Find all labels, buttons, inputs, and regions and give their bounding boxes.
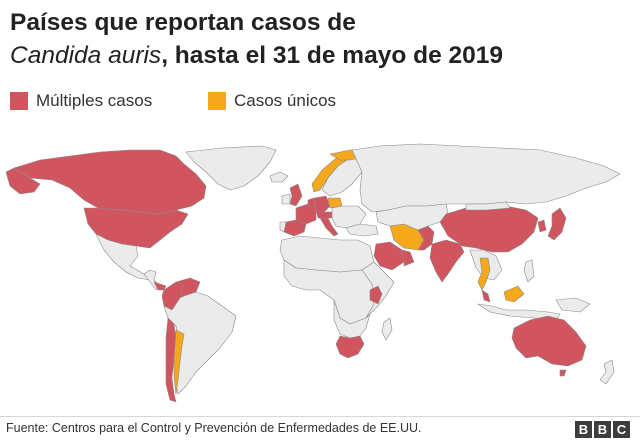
madagascar bbox=[381, 317, 393, 341]
bbc-logo-b1: B bbox=[575, 421, 592, 438]
canada bbox=[13, 149, 207, 215]
world-map bbox=[5, 143, 621, 403]
panama bbox=[153, 281, 167, 291]
legend-swatch-single bbox=[208, 92, 226, 110]
russia-main bbox=[351, 143, 621, 213]
legend-label-multiple: Múltiples casos bbox=[36, 91, 153, 110]
south-africa bbox=[335, 335, 365, 359]
map-title: Países que reportan casos de Candida aur… bbox=[10, 6, 630, 72]
legend-item-single: Casos únicos bbox=[208, 88, 336, 114]
japan bbox=[547, 207, 567, 241]
india bbox=[429, 239, 465, 283]
saudi-arabia bbox=[373, 241, 405, 271]
greenland bbox=[185, 145, 277, 191]
alaska bbox=[5, 167, 41, 195]
mongolia bbox=[465, 201, 511, 211]
bbc-logo-c: C bbox=[613, 421, 630, 438]
germany bbox=[313, 195, 331, 213]
legend-item-multiple: Múltiples casos bbox=[10, 88, 152, 114]
kenya bbox=[369, 285, 383, 305]
legend-swatch-multiple bbox=[10, 92, 28, 110]
uk bbox=[289, 183, 303, 207]
spain bbox=[283, 219, 307, 237]
malaysia bbox=[481, 289, 491, 303]
borneo bbox=[503, 285, 525, 303]
oman-uae bbox=[401, 249, 415, 267]
southern-africa bbox=[333, 299, 371, 339]
footer-divider bbox=[0, 416, 640, 417]
indonesia bbox=[477, 303, 561, 321]
new-guinea bbox=[555, 297, 591, 313]
iceland bbox=[269, 171, 289, 183]
bbc-logo: B B C bbox=[575, 421, 630, 438]
portugal bbox=[279, 221, 287, 233]
australia bbox=[511, 315, 587, 367]
new-zealand bbox=[599, 359, 615, 385]
species-name: Candida auris bbox=[10, 42, 162, 69]
turkey bbox=[345, 223, 379, 237]
pakistan bbox=[417, 225, 435, 251]
korea bbox=[537, 219, 547, 233]
philippines bbox=[523, 259, 535, 283]
usa bbox=[83, 207, 189, 249]
argentina bbox=[173, 329, 185, 395]
tasmania bbox=[559, 369, 567, 377]
title-line-2: Candida auris, hasta el 31 de mayo de 20… bbox=[10, 39, 630, 72]
bbc-logo-b2: B bbox=[594, 421, 611, 438]
thailand bbox=[477, 257, 491, 291]
benelux bbox=[307, 197, 317, 209]
title-date: , hasta el 31 de mayo de 2019 bbox=[161, 42, 504, 69]
italy bbox=[319, 217, 339, 237]
source-note: Fuente: Centros para el Control y Preven… bbox=[6, 421, 422, 435]
title-line-1: Países que reportan casos de bbox=[10, 9, 356, 36]
ireland bbox=[281, 193, 291, 205]
legend-label-single: Casos únicos bbox=[234, 91, 337, 110]
